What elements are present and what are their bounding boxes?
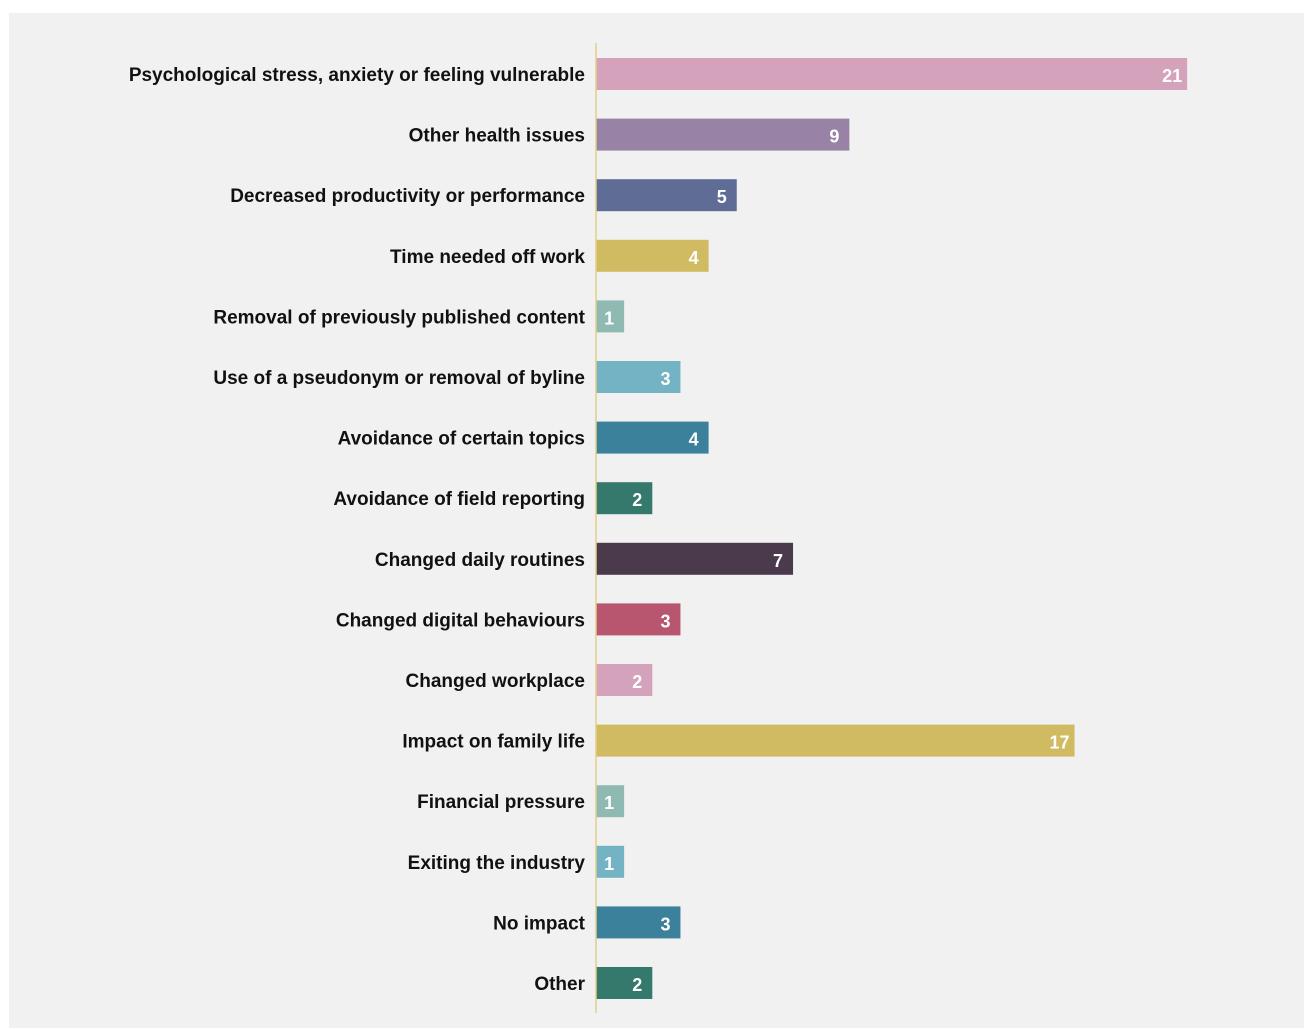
value-label-changed-workplace: 2 [632, 672, 642, 692]
bar-time-needed-off-work [596, 239, 709, 272]
chart-panel: Psychological stress, anxiety or feeling… [9, 13, 1304, 1028]
value-label-psychological-stress-anxiety-or-feeling-vulnerable: 21 [1162, 66, 1182, 86]
bar-avoidance-of-certain-topics [596, 421, 709, 454]
category-label-psychological-stress-anxiety-or-feeling-vulnerable: Psychological stress, anxiety or feeling… [129, 65, 585, 86]
value-label-changed-daily-routines: 7 [773, 551, 783, 571]
bar-exiting-the-industry [596, 845, 625, 878]
category-label-avoidance-of-field-reporting: Avoidance of field reporting [333, 489, 585, 510]
category-label-impact-on-family-life: Impact on family life [402, 732, 585, 753]
category-label-financial-pressure: Financial pressure [417, 792, 585, 813]
value-label-changed-digital-behaviours: 3 [660, 611, 670, 631]
value-label-financial-pressure: 1 [604, 793, 614, 813]
bar-decreased-productivity-or-performance [596, 179, 737, 212]
bar-financial-pressure [596, 785, 625, 818]
bar-use-of-a-pseudonym-or-removal-of-byline [596, 361, 681, 393]
bar-psychological-stress-anxiety-or-feeling-vulnerable [596, 58, 1188, 90]
value-label-other: 2 [632, 975, 642, 995]
category-label-avoidance-of-certain-topics: Avoidance of certain topics [338, 429, 585, 450]
bar-other [596, 967, 653, 999]
bars-group [596, 58, 1188, 999]
category-label-time-needed-off-work: Time needed off work [390, 247, 585, 268]
bar-changed-digital-behaviours [596, 603, 681, 636]
category-label-use-of-a-pseudonym-or-removal-of-byline: Use of a pseudonym or removal of byline [213, 368, 585, 389]
value-label-avoidance-of-field-reporting: 2 [632, 490, 642, 510]
bar-other-health-issues [596, 118, 850, 151]
value-label-other-health-issues: 9 [829, 127, 839, 147]
bar-changed-workplace [596, 664, 653, 696]
bar-no-impact [596, 906, 681, 939]
bar-chart: Psychological stress, anxiety or feeling… [129, 43, 1188, 1013]
value-labels-group: 21 9 5 4 1 3 4 2 7 3 2 17 1 1 3 2 [604, 66, 1182, 995]
value-label-removal-of-previously-published-content: 1 [604, 308, 614, 328]
value-label-decreased-productivity-or-performance: 5 [717, 187, 727, 207]
value-label-exiting-the-industry: 1 [604, 854, 614, 874]
value-label-time-needed-off-work: 4 [689, 248, 699, 268]
value-label-avoidance-of-certain-topics: 4 [689, 430, 699, 450]
category-label-other-health-issues: Other health issues [409, 126, 585, 147]
value-label-use-of-a-pseudonym-or-removal-of-byline: 3 [660, 369, 670, 389]
category-label-changed-digital-behaviours: Changed digital behaviours [336, 610, 585, 631]
category-label-no-impact: No impact [493, 913, 586, 934]
bar-impact-on-family-life [596, 724, 1075, 757]
bar-changed-daily-routines [596, 542, 794, 575]
category-label-decreased-productivity-or-performance: Decreased productivity or performance [230, 186, 585, 207]
category-labels-group: Psychological stress, anxiety or feeling… [129, 65, 586, 995]
category-label-exiting-the-industry: Exiting the industry [408, 853, 586, 874]
category-label-changed-workplace: Changed workplace [406, 671, 586, 692]
value-label-no-impact: 3 [660, 914, 670, 934]
category-label-changed-daily-routines: Changed daily routines [375, 550, 585, 571]
category-label-other: Other [534, 974, 585, 995]
value-label-impact-on-family-life: 17 [1050, 733, 1070, 753]
bar-removal-of-previously-published-content [596, 300, 625, 333]
bar-avoidance-of-field-reporting [596, 482, 653, 515]
category-label-removal-of-previously-published-content: Removal of previously published content [213, 307, 585, 328]
